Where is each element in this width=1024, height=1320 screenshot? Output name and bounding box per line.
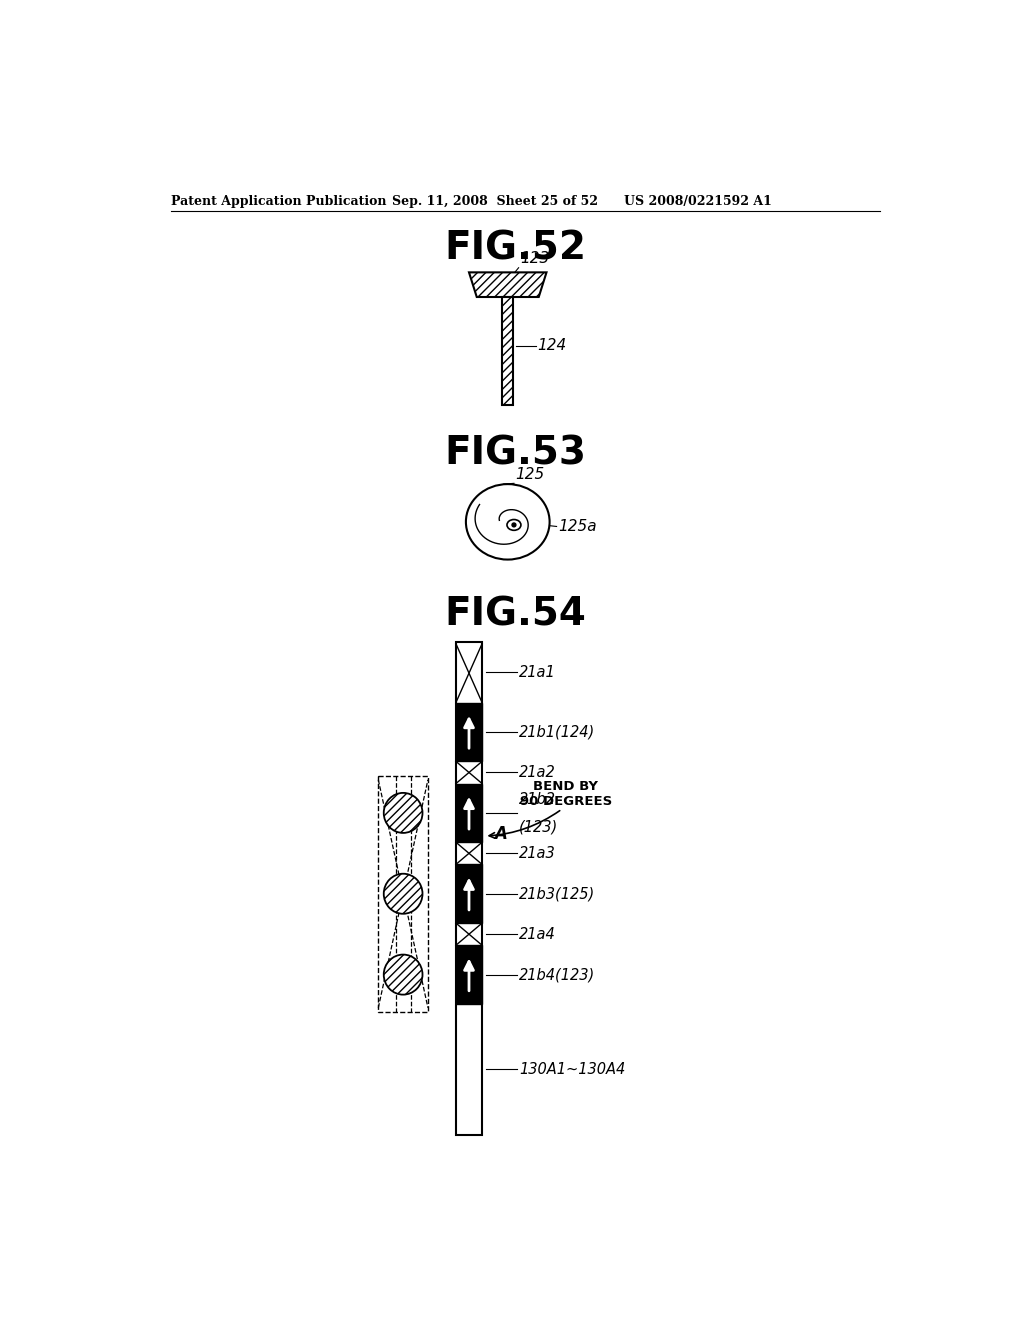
Bar	[456, 702, 482, 762]
Ellipse shape	[384, 874, 423, 913]
Text: 21a2: 21a2	[519, 766, 556, 780]
Text: 21a4: 21a4	[519, 927, 556, 941]
Text: FIG.53: FIG.53	[444, 434, 587, 473]
Text: 21a1: 21a1	[519, 665, 556, 680]
Bar	[456, 945, 482, 1003]
Text: 21b3(125): 21b3(125)	[519, 886, 596, 902]
Text: (123): (123)	[519, 818, 559, 834]
Text: FIG.54: FIG.54	[444, 595, 587, 634]
Text: FIG.52: FIG.52	[444, 230, 587, 267]
Bar	[456, 865, 482, 923]
Text: 21b1(124): 21b1(124)	[519, 725, 596, 739]
Text: 21b2: 21b2	[519, 792, 556, 807]
Ellipse shape	[466, 484, 550, 560]
Text: Sep. 11, 2008  Sheet 25 of 52: Sep. 11, 2008 Sheet 25 of 52	[391, 195, 597, 209]
Bar	[456, 784, 482, 842]
Text: Patent Application Publication: Patent Application Publication	[171, 195, 386, 209]
Text: 21a3: 21a3	[519, 846, 556, 861]
Text: 21b4(123): 21b4(123)	[519, 968, 596, 982]
Text: 123: 123	[520, 251, 550, 267]
Bar	[378, 776, 428, 1011]
Text: 130A1~130A4: 130A1~130A4	[519, 1061, 626, 1077]
Ellipse shape	[384, 954, 423, 995]
Text: US 2008/0221592 A1: US 2008/0221592 A1	[624, 195, 772, 209]
Polygon shape	[469, 272, 547, 297]
Circle shape	[512, 523, 516, 527]
Text: A: A	[494, 825, 507, 843]
Ellipse shape	[384, 793, 423, 833]
Bar	[456, 642, 482, 1135]
Text: 125: 125	[515, 467, 545, 482]
Text: 124: 124	[538, 338, 566, 352]
Text: 125a: 125a	[558, 519, 597, 535]
Text: BEND BY
90 DEGREES: BEND BY 90 DEGREES	[520, 780, 612, 808]
Bar	[503, 297, 513, 405]
Ellipse shape	[507, 520, 521, 531]
